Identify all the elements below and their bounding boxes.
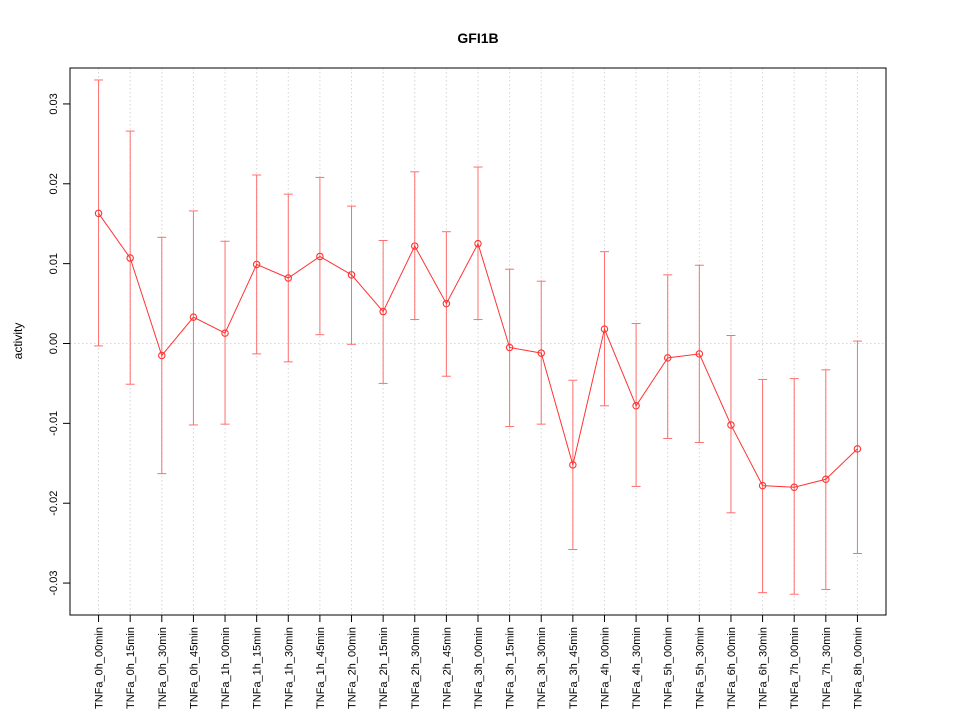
data-point — [822, 475, 830, 483]
y-tick-label: 0.03 — [48, 93, 60, 114]
x-tick-label: TNFa_5h_00min — [663, 627, 675, 709]
x-tick-label: TNFa_2h_00min — [347, 627, 359, 709]
x-tick-label: TNFa_0h_00min — [94, 627, 106, 709]
x-tick-label: TNFa_7h_30min — [821, 627, 833, 709]
x-tick-label: TNFa_2h_45min — [441, 627, 453, 709]
x-tick-label: TNFa_2h_15min — [378, 627, 390, 709]
x-tick-label: TNFa_8h_00min — [852, 627, 864, 709]
y-tick-label: -0.01 — [48, 411, 60, 436]
data-point — [758, 481, 767, 490]
data-point — [537, 349, 545, 357]
data-point — [126, 254, 134, 262]
x-tick-label: TNFa_4h_00min — [599, 627, 611, 709]
data-point — [695, 350, 704, 358]
data-point — [379, 307, 387, 316]
x-tick-label: TNFa_1h_15min — [252, 627, 264, 709]
x-tick-label: TNFa_7h_00min — [789, 627, 801, 709]
data-point — [347, 271, 356, 279]
x-tick-label: TNFa_0h_15min — [125, 627, 137, 709]
data-point — [442, 299, 451, 308]
data-point — [221, 329, 229, 337]
x-tick-label: TNFa_3h_15min — [505, 627, 517, 709]
x-tick-label: TNFa_3h_30min — [536, 627, 548, 709]
y-tick-label: 0.00 — [48, 333, 60, 354]
data-point — [505, 343, 514, 352]
data-point — [94, 209, 103, 218]
data-point — [853, 445, 862, 453]
x-tick-label: TNFa_2h_30min — [410, 627, 422, 709]
x-tick-label: TNFa_6h_30min — [758, 627, 770, 709]
y-tick-label: 0.02 — [48, 173, 60, 194]
chart-dynamic-layer: -0.03 -0.02 -0.01 0.00 0.01 0.02 0.03 TNFa_0h_0… — [48, 67, 887, 709]
data-point — [474, 239, 482, 248]
data-point — [252, 260, 261, 269]
data-point — [284, 274, 293, 282]
x-tick-label: TNFa_0h_30min — [157, 627, 169, 709]
y-tick-label: -0.03 — [48, 571, 60, 596]
data-point — [663, 354, 672, 362]
data-point — [316, 252, 324, 261]
data-point — [189, 313, 198, 321]
y-tick-label: -0.02 — [48, 491, 60, 516]
x-tick-label: TNFa_1h_00min — [220, 627, 232, 709]
x-tick-label: TNFa_1h_30min — [283, 627, 295, 709]
data-point — [569, 461, 577, 469]
x-tick-label: TNFa_1h_45min — [315, 627, 327, 709]
x-tick-label: TNFa_0h_45min — [188, 627, 200, 709]
x-tick-label: TNFa_5h_30min — [694, 627, 706, 709]
x-tick-label: TNFa_4h_30min — [631, 627, 643, 709]
data-point — [632, 402, 640, 410]
data-point — [411, 242, 419, 250]
x-tick-label: TNFa_3h_45min — [568, 627, 580, 709]
data-point — [790, 483, 798, 491]
data-point — [727, 421, 735, 429]
x-tick-label: TNFa_6h_00min — [726, 627, 738, 709]
x-tick-label: TNFa_3h_00min — [473, 627, 485, 709]
data-point — [600, 325, 609, 333]
data-point — [158, 351, 166, 360]
y-tick-label: 0.01 — [48, 253, 60, 274]
chart-title: GFI1B — [457, 30, 498, 46]
y-axis-title: activity — [11, 323, 25, 360]
series-line — [98, 213, 858, 488]
